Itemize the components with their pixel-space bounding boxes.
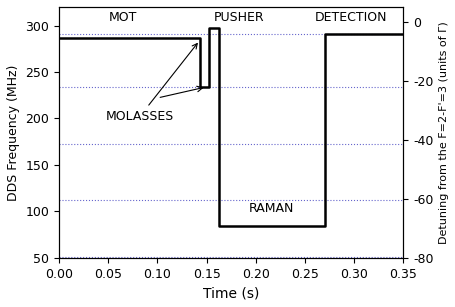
Text: MOT: MOT bbox=[109, 11, 137, 24]
X-axis label: Time (s): Time (s) bbox=[202, 286, 259, 300]
Text: PUSHER: PUSHER bbox=[213, 11, 264, 24]
Y-axis label: Detuning from the F=2-F'=3 (units of Γ): Detuning from the F=2-F'=3 (units of Γ) bbox=[438, 21, 448, 244]
Text: MOLASSES: MOLASSES bbox=[106, 44, 197, 123]
Text: DETECTION: DETECTION bbox=[314, 11, 387, 24]
Text: RAMAN: RAMAN bbox=[248, 202, 293, 215]
Y-axis label: DDS Frequency (MHz): DDS Frequency (MHz) bbox=[7, 64, 20, 200]
